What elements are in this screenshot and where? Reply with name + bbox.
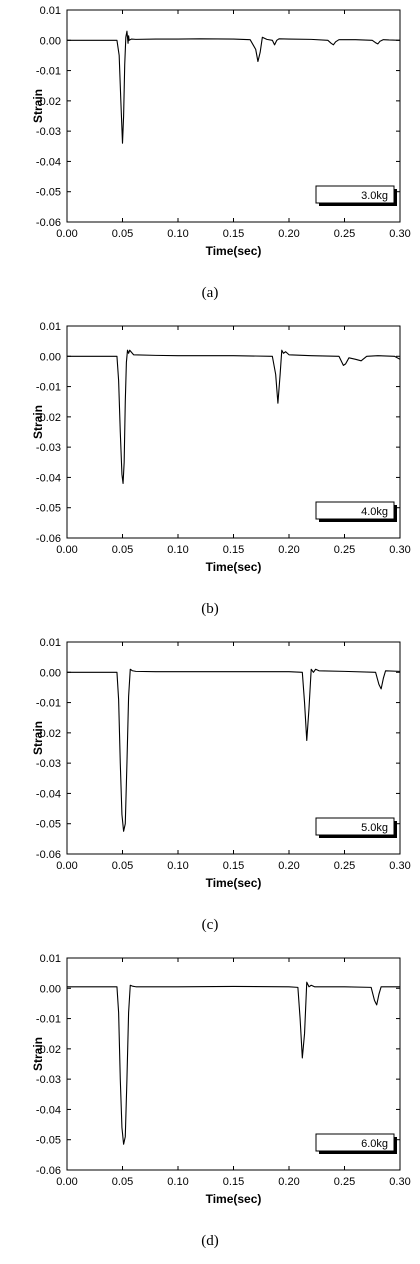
y-tick-label: -0.03: [36, 126, 61, 138]
y-axis-label: Strain: [31, 1037, 45, 1071]
x-axis-label: Time(sec): [206, 244, 262, 258]
x-tick-label: 0.05: [112, 860, 133, 872]
x-tick-label: 0.10: [167, 228, 188, 240]
y-tick-label: -0.06: [36, 217, 61, 229]
chart-panel-b: 0.010.00-0.01-0.02-0.03-0.04-0.05-0.060.…: [31, 321, 411, 617]
x-tick-label: 0.05: [112, 228, 133, 240]
x-tick-label: 0.25: [334, 544, 355, 556]
x-tick-label: 0.05: [112, 544, 133, 556]
y-tick-label: 0.01: [40, 953, 61, 965]
y-tick-label: -0.05: [36, 819, 61, 831]
legend-label: 6.0kg: [361, 1138, 388, 1150]
strain-series-line: [67, 349, 401, 485]
panel-caption: (c): [202, 917, 219, 933]
y-tick-label: 0.01: [40, 637, 61, 649]
y-tick-label: -0.06: [36, 849, 61, 861]
panel-caption: (d): [201, 1233, 219, 1249]
y-tick-label: -0.04: [36, 472, 61, 484]
legend-label: 5.0kg: [361, 822, 388, 834]
y-tick-label: -0.02: [36, 728, 61, 740]
x-tick-label: 0.25: [334, 860, 355, 872]
x-axis-label: Time(sec): [206, 876, 262, 890]
legend-label: 4.0kg: [361, 506, 388, 518]
y-tick-label: -0.04: [36, 156, 61, 168]
y-tick-label: -0.01: [36, 66, 61, 78]
y-tick-label: -0.03: [36, 442, 61, 454]
x-tick-label: 0.20: [278, 860, 299, 872]
legend-box: [315, 185, 395, 204]
y-tick-label: -0.04: [36, 1104, 61, 1116]
y-tick-label: -0.02: [36, 412, 61, 424]
panel-caption: (b): [201, 601, 219, 617]
y-tick-label: 0.01: [40, 5, 61, 17]
y-tick-label: -0.03: [36, 758, 61, 770]
strain-series-line: [67, 981, 400, 1145]
y-tick-label: -0.03: [36, 1074, 61, 1086]
y-tick-label: -0.06: [36, 533, 61, 545]
x-tick-label: 0.05: [112, 1176, 133, 1188]
x-tick-label: 0.20: [278, 228, 299, 240]
x-tick-label: 0.00: [56, 544, 77, 556]
y-tick-label: 0.01: [40, 321, 61, 333]
y-tick-label: 0.00: [40, 667, 61, 679]
chart-panel-a: 0.010.00-0.01-0.02-0.03-0.04-0.05-0.060.…: [31, 5, 411, 301]
y-tick-label: -0.01: [36, 382, 61, 394]
x-tick-label: 0.15: [223, 860, 244, 872]
x-tick-label: 0.25: [334, 228, 355, 240]
y-axis-label: Strain: [31, 721, 45, 755]
x-tick-label: 0.30: [389, 1176, 410, 1188]
y-tick-label: -0.06: [36, 1165, 61, 1177]
x-tick-label: 0.10: [167, 544, 188, 556]
x-tick-label: 0.30: [389, 860, 410, 872]
x-tick-label: 0.15: [223, 228, 244, 240]
x-axis-label: Time(sec): [206, 1192, 262, 1206]
x-tick-label: 0.20: [278, 1176, 299, 1188]
legend-box: [315, 1133, 395, 1152]
x-tick-label: 0.30: [389, 228, 410, 240]
y-tick-label: -0.01: [36, 1014, 61, 1026]
x-tick-label: 0.00: [56, 228, 77, 240]
y-tick-label: -0.05: [36, 503, 61, 515]
y-tick-label: -0.01: [36, 698, 61, 710]
y-tick-label: 0.00: [40, 35, 61, 47]
x-tick-label: 0.00: [56, 1176, 77, 1188]
y-axis-label: Strain: [31, 405, 45, 439]
legend-box: [315, 501, 395, 520]
legend-box: [315, 817, 395, 836]
y-tick-label: -0.04: [36, 788, 61, 800]
y-tick-label: 0.00: [40, 351, 61, 363]
x-tick-label: 0.10: [167, 1176, 188, 1188]
strain-series-line: [67, 30, 401, 144]
strain-series-line: [67, 668, 401, 832]
y-tick-label: -0.05: [36, 187, 61, 199]
y-tick-label: 0.00: [40, 983, 61, 995]
chart-panel-c: 0.010.00-0.01-0.02-0.03-0.04-0.05-0.060.…: [31, 637, 411, 933]
y-axis-label: Strain: [31, 89, 45, 123]
y-tick-label: -0.05: [36, 1135, 61, 1147]
x-tick-label: 0.20: [278, 544, 299, 556]
chart-panel-d: 0.010.00-0.01-0.02-0.03-0.04-0.05-0.060.…: [31, 953, 411, 1249]
x-tick-label: 0.30: [389, 544, 410, 556]
x-tick-label: 0.00: [56, 860, 77, 872]
panel-caption: (a): [202, 285, 219, 301]
x-tick-label: 0.10: [167, 860, 188, 872]
x-tick-label: 0.15: [223, 1176, 244, 1188]
x-tick-label: 0.25: [334, 1176, 355, 1188]
x-tick-label: 0.15: [223, 544, 244, 556]
x-axis-label: Time(sec): [206, 560, 262, 574]
y-tick-label: -0.02: [36, 1044, 61, 1056]
y-tick-label: -0.02: [36, 96, 61, 108]
legend-label: 3.0kg: [361, 190, 388, 202]
